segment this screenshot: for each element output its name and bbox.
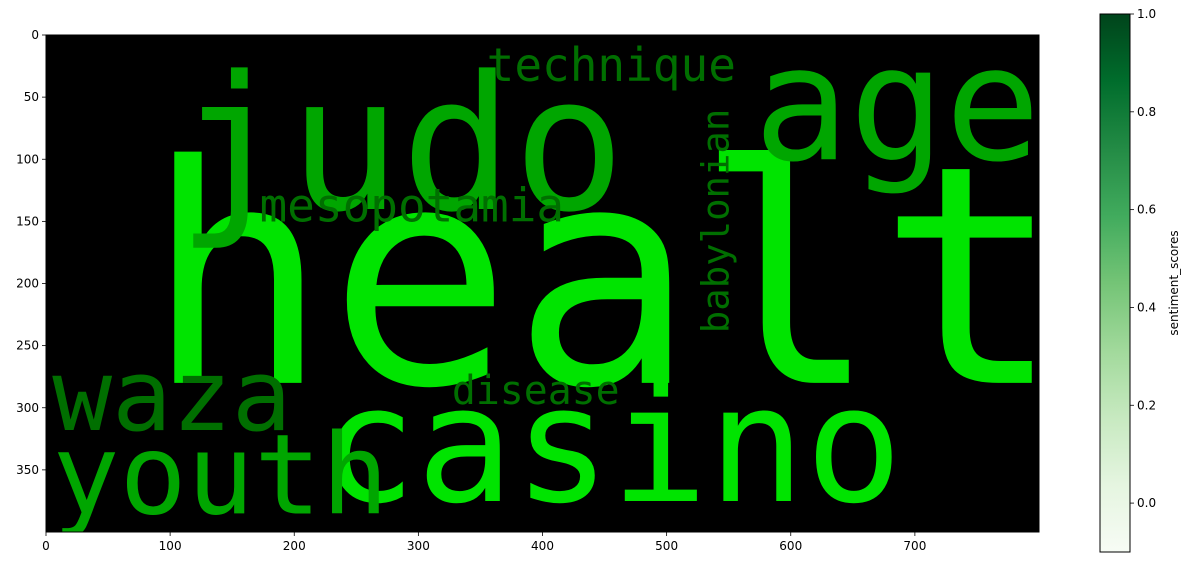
x-tick-label: 0 [42, 539, 50, 553]
colorbar-tick-label: 0.4 [1137, 300, 1156, 314]
word-technique: technique [487, 38, 736, 92]
word-health: health [145, 100, 1188, 455]
y-tick-label: 150 [16, 214, 39, 228]
x-tick-label: 400 [531, 539, 554, 553]
colorbar-tick-label: 0.0 [1137, 496, 1156, 510]
x-tick-label: 600 [779, 539, 802, 553]
word-judo: judo [176, 36, 625, 253]
colorbar-gradient [1099, 13, 1131, 553]
y-tick-label: 350 [16, 463, 39, 477]
y-tick-label: 250 [16, 339, 39, 353]
y-tick-label: 300 [16, 401, 39, 415]
x-tick-label: 100 [159, 539, 182, 553]
word-mesopotamia: mesopotamia [259, 178, 564, 232]
x-axis: 0 100 200 300 400 500 600 700 [42, 532, 926, 553]
word-age: age [754, 12, 1041, 197]
x-tick-label: 300 [407, 539, 430, 553]
wordcloud-background [46, 35, 1039, 532]
word-disease: disease [452, 368, 620, 414]
word-waza: waza [52, 339, 291, 454]
colorbar-label: sentiment_scores [1167, 230, 1181, 335]
colorbar-tick-label: 0.2 [1137, 398, 1156, 412]
x-tick-label: 700 [903, 539, 926, 553]
y-tick-label: 0 [31, 28, 39, 42]
word-casino: casino [319, 352, 902, 540]
colorbar-tick-label: 0.6 [1137, 203, 1156, 217]
x-tick-label: 200 [283, 539, 306, 553]
word-youth: youth [52, 410, 389, 540]
x-tick-label: 500 [655, 539, 678, 553]
colorbar-axis: 0.0 0.2 0.4 0.6 0.8 1.0 [1130, 7, 1156, 510]
colorbar-tick-label: 0.8 [1137, 105, 1156, 119]
y-tick-label: 200 [16, 277, 39, 291]
y-axis: 0 50 100 150 200 250 300 350 [16, 28, 46, 477]
y-tick-label: 50 [24, 90, 39, 104]
colorbar-tick-label: 1.0 [1137, 7, 1156, 21]
y-tick-label: 100 [16, 152, 39, 166]
word-babylonian: babylonian [694, 109, 738, 334]
